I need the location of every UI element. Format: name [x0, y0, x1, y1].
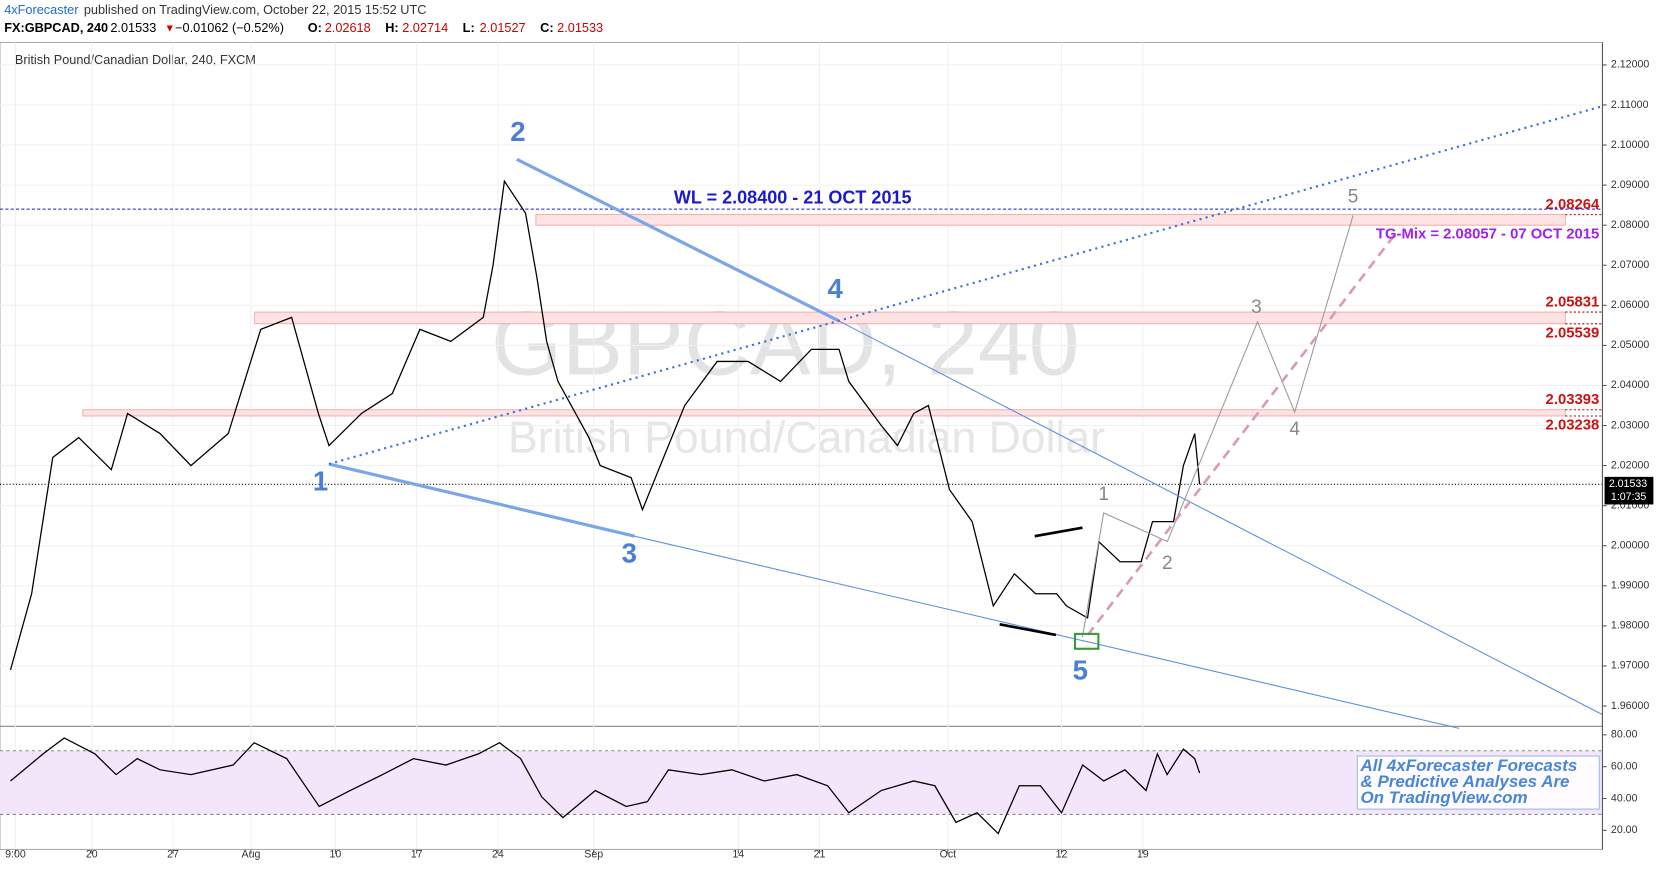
trendline	[328, 462, 635, 538]
zone	[82, 409, 1566, 417]
x-tick-label: 19	[1137, 849, 1149, 861]
y-tick-label: 2.05000	[1611, 339, 1649, 351]
axes: 9:00 20 27 Aug 10 17 24 Sep 14 21 Oct 12 191.960001.…	[5, 42, 1654, 861]
trendline	[838, 320, 1603, 716]
alt-wave-label: 4	[1289, 419, 1300, 440]
y-tick-label: 1.97000	[1611, 660, 1649, 672]
ohlc-value: 2.01533	[557, 20, 603, 35]
x-tick-label: 17	[411, 849, 423, 861]
down-arrow: ▼	[164, 22, 175, 34]
y-tick-label: 20.00	[1611, 824, 1638, 836]
y-tick-label: 2.10000	[1611, 139, 1649, 151]
ohlc-label: L:	[463, 20, 475, 35]
alt-wave-label: 1	[1098, 484, 1109, 505]
y-tick-label: 2.03000	[1611, 419, 1649, 431]
drawing	[999, 623, 1057, 637]
wave-label: 2	[510, 116, 525, 147]
promo-line: All 4xForecaster Forecasts	[1359, 756, 1577, 775]
price-label: 2.03393	[1546, 392, 1600, 408]
x-tick-label: 27	[167, 849, 179, 861]
series	[9, 179, 1201, 835]
watermark: GBPCAD, 240	[491, 292, 1079, 394]
last-price-box	[1604, 476, 1654, 505]
y-tick-label: 2.11000	[1611, 99, 1649, 111]
pane-title: British Pound/Canadian Dollar, 240, FXCM	[15, 52, 256, 67]
x-tick-label: 21	[814, 849, 826, 861]
y-tick-label: 2.09000	[1611, 179, 1649, 191]
target-label: TG-Mix = 2.08057 - 07 OCT 2015	[1376, 227, 1599, 243]
zones: 2.08264 2.05831 2.05539 2.03393 2.03238 WL = …	[0, 187, 1603, 815]
alt-wave-label: 3	[1251, 297, 1262, 318]
ohlc-label: C:	[540, 20, 553, 35]
promo-line: On TradingView.com	[1360, 788, 1527, 807]
y-tick-label: 2.02000	[1611, 459, 1649, 471]
alt-wave-label: 5	[1348, 187, 1359, 208]
x-tick-label: 12	[1056, 849, 1068, 861]
watermark-sub: British Pound/Canadian Dollar	[508, 413, 1105, 462]
y-tick-label: 1.96000	[1611, 700, 1649, 712]
author[interactable]: 4xForecaster	[4, 2, 79, 17]
promo-line: & Predictive Analyses Are	[1360, 772, 1569, 791]
wave-label: 5	[1073, 654, 1088, 685]
last-price-label: 2.01533	[1609, 478, 1647, 490]
grid	[0, 42, 1603, 850]
y-tick-label: 2.06000	[1611, 299, 1649, 311]
y-tick-label: 1.98000	[1611, 620, 1649, 632]
y-tick-label: 40.00	[1611, 792, 1638, 804]
ohlc-value: 2.02618	[325, 20, 371, 35]
x-tick-label: Oct	[940, 849, 957, 861]
wave-label: 1	[313, 465, 328, 496]
drawing	[1034, 526, 1083, 538]
y-tick-label: 60.00	[1611, 760, 1638, 772]
y-tick-label: 2.04000	[1611, 379, 1649, 391]
change: −0.01062 (−0.52%)	[175, 20, 284, 35]
ohlc-value: 2.01527	[480, 20, 526, 35]
promo-box	[1356, 755, 1600, 810]
symbol: FX:GBPCAD, 240	[4, 20, 108, 35]
projection	[1086, 232, 1397, 636]
price-label: 2.03238	[1546, 417, 1600, 433]
trendline	[516, 157, 840, 323]
x-tick-label: 14	[732, 849, 744, 861]
ohlc-value: 2.02714	[402, 20, 448, 35]
rsi-band	[0, 750, 1603, 815]
series-line	[10, 737, 1201, 835]
x-tick-label: 10	[330, 849, 342, 861]
ohlc-label: O:	[308, 20, 322, 35]
countdown: 1:07:35	[1611, 491, 1646, 503]
level-label: WL = 2.08400 - 21 OCT 2015	[674, 187, 912, 207]
price-label: 2.05539	[1546, 325, 1600, 341]
y-tick-label: 2.08000	[1611, 219, 1649, 231]
x-tick-label: 20	[86, 849, 98, 861]
x-tick-label: Sep	[584, 849, 603, 861]
x-tick-label: 24	[492, 849, 504, 861]
y-tick-label: 80.00	[1611, 729, 1638, 741]
ohlc-label: H:	[385, 20, 398, 35]
x-tick-label: 9:00	[5, 849, 26, 861]
published: published on TradingView.com, October 22…	[84, 2, 427, 17]
zone	[254, 311, 1566, 325]
price-label: 2.08264	[1546, 197, 1600, 213]
series-line	[9, 179, 1201, 671]
y-tick-label: 2.12000	[1611, 59, 1649, 71]
alt-wave-label: 2	[1162, 553, 1173, 574]
ohlc: O: 2.02618 H: 2.02714 L: 2.01527 C: 2.01533	[308, 20, 603, 35]
wave-path	[1081, 215, 1354, 638]
x-tick-label: Aug	[242, 849, 261, 861]
zone	[535, 214, 1566, 226]
last: 2.01533	[110, 20, 156, 35]
trendline-dotted	[328, 105, 1603, 466]
wave-label: 4	[828, 273, 844, 304]
y-tick-label: 2.07000	[1611, 259, 1649, 271]
wave-label: 3	[622, 538, 637, 569]
y-tick-label: 2.00000	[1611, 540, 1649, 552]
price-label: 2.05831	[1546, 294, 1600, 310]
marker	[1073, 632, 1100, 650]
y-tick-label: 1.99000	[1611, 580, 1649, 592]
